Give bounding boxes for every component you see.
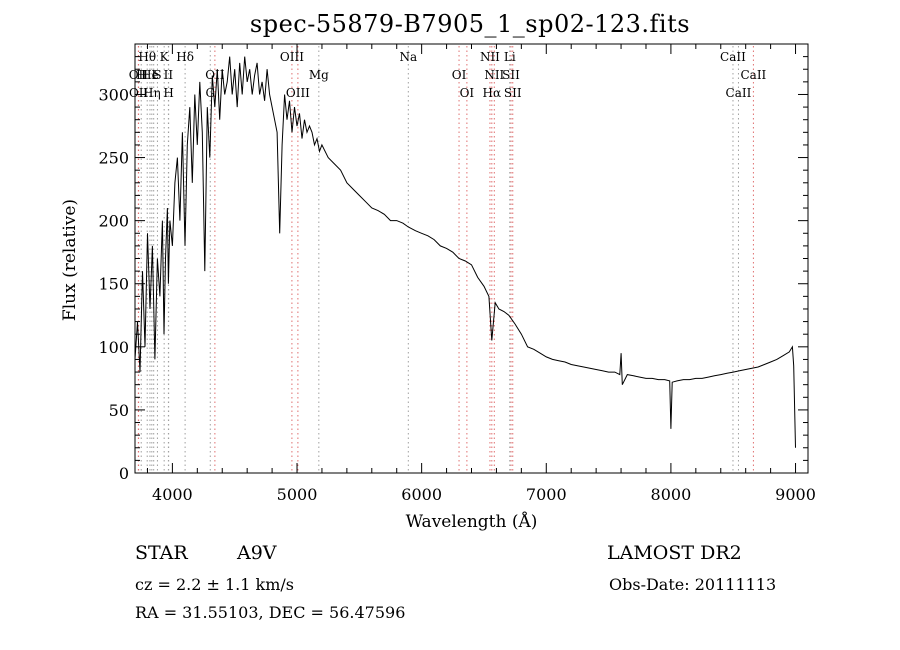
x-tick-label: 9000 [775,485,816,504]
y-tick-label: 50 [109,401,129,420]
line-label: II [164,68,174,82]
y-tick-label: 150 [98,275,129,294]
object-subclass: A9V [237,542,277,564]
x-axis-label: Wavelength (Å) [405,512,538,532]
y-tick-label: 250 [98,149,129,168]
line-label: OIII [280,50,304,64]
line-label: SII [504,86,522,100]
object-class: STAR [135,542,188,564]
line-label: Hδ [176,50,194,64]
line-label: NII [484,68,504,82]
line-label: OIII [286,86,310,100]
line-label: K [160,50,170,64]
cz-value: cz = 2.2 ± 1.1 km/s [135,575,294,594]
x-tick-label: 6000 [401,485,442,504]
axis-ticks: 4000 5000 6000 7000 8000 9000 0 50 100 150 200 250 3… [98,44,816,504]
line-label: Hη [143,86,161,100]
y-tick-label: 0 [119,464,129,483]
line-label: Hα [483,86,502,100]
line-label: G [205,86,215,100]
x-tick-label: 8000 [651,485,692,504]
obs-date: Obs-Date: 20111113 [609,575,777,594]
line-label: Mg [309,68,329,82]
line-label: OI [460,86,475,100]
line-label: OII [129,68,149,82]
x-tick-label: 5000 [277,485,318,504]
flux-series-line [134,56,796,448]
line-label: Hθ [138,50,156,64]
line-label: I [151,68,156,82]
line-label: H [136,68,146,82]
x-tick-label: 4000 [152,485,193,504]
survey-name: LAMOST DR2 [607,542,742,564]
y-tick-label: 200 [98,212,129,231]
plot-frame [134,43,809,474]
y-tick-label: 100 [98,338,129,357]
line-label: CaII [740,68,766,82]
line-label: SII [502,68,520,82]
x-tick-label: 7000 [526,485,567,504]
y-axis-label: Flux (relative) [60,198,80,322]
line-label: H [163,86,173,100]
line-label: S [153,68,161,82]
line-label: NII [480,50,500,64]
line-label: CaII [720,50,746,64]
line-label: OII [129,86,149,100]
chart-title: spec-55879-B7905_1_sp02-123.fits [249,10,691,38]
line-label: Na [399,50,417,64]
line-label: CaII [726,86,752,100]
line-label: OI [452,68,467,82]
coordinates: RA = 31.55103, DEC = 56.47596 [135,603,406,622]
line-label: OII [205,68,225,82]
line-label: He [141,68,159,82]
line-label: Li [504,50,516,64]
spectral-line-markers [137,46,754,471]
y-tick-label: 300 [98,85,129,104]
